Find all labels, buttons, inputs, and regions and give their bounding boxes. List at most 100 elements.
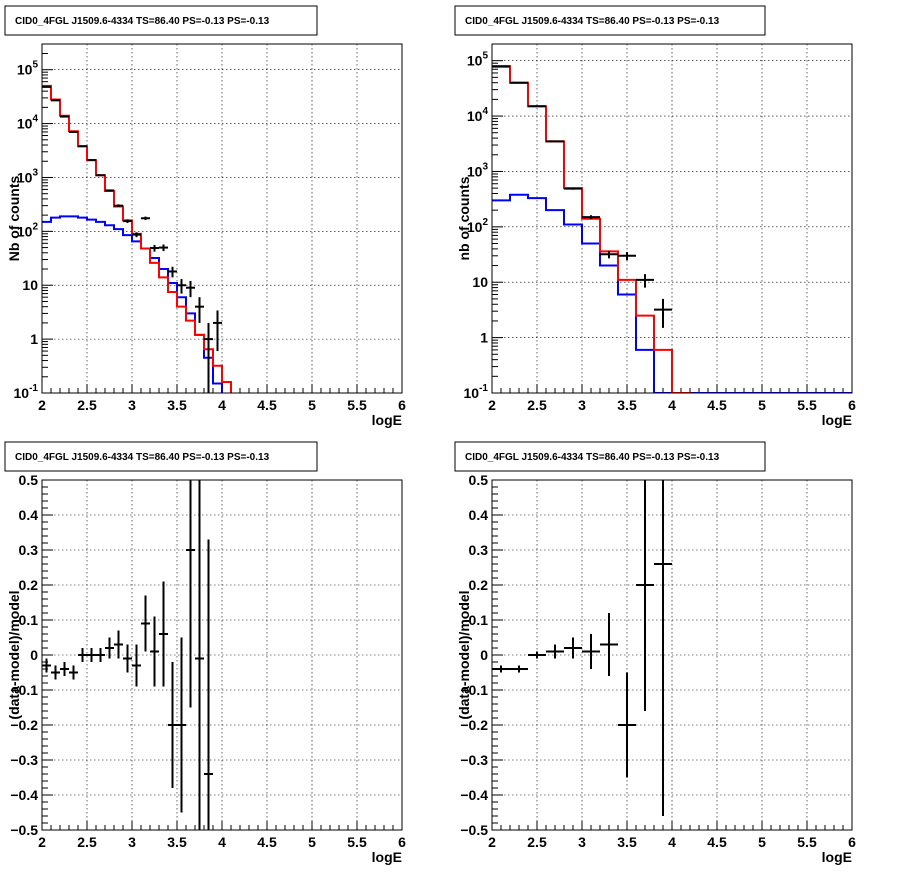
title-box [454, 5, 766, 36]
y-tick-label: 10 [22, 277, 38, 293]
y-tick-base: 10 [17, 62, 33, 78]
data-point [51, 665, 60, 680]
y-tick-exponent: 4 [32, 114, 38, 125]
data-point [159, 581, 168, 687]
data-point [204, 539, 213, 830]
y-tick-exponent: 5 [32, 60, 38, 71]
data-point [123, 644, 132, 673]
y-tick-base: 10 [467, 163, 483, 179]
x-tick-label: 6 [398, 834, 406, 850]
data-point [87, 648, 96, 662]
x-tick-label: 2.5 [77, 397, 97, 413]
panel-counts-fine-bins: CID0_4FGL J1509.6-4334 TS=86.40 PS=-0.13… [4, 5, 406, 428]
y-tick-label: 0.4 [469, 507, 489, 523]
data-point [186, 280, 195, 298]
data-point [96, 174, 105, 177]
data-point [114, 204, 123, 208]
y-tick-label: 0.5 [469, 472, 489, 488]
data-point [636, 480, 654, 711]
chart-title: CID0_4FGL J1509.6-4334 TS=86.40 PS=-0.13… [15, 452, 270, 463]
data-point [582, 215, 600, 220]
x-tick-label: 3 [578, 397, 586, 413]
x-axis-title: logE [372, 412, 402, 428]
x-tick-label: 5.5 [347, 834, 367, 850]
data-point [168, 266, 177, 278]
y-tick-label: −0.1 [10, 682, 38, 698]
data-point [618, 672, 636, 778]
data-point [600, 250, 618, 259]
plot-frame [491, 479, 853, 831]
y-axis-title: (data-model)/model [456, 590, 472, 719]
y-tick-label: 0.5 [19, 472, 39, 488]
y-tick-exponent: 2 [32, 221, 38, 232]
x-tick-label: 4.5 [707, 834, 727, 850]
y-tick-label: −0.4 [460, 787, 488, 803]
y-tick-label: −0.2 [460, 717, 488, 733]
x-tick-label: 6 [398, 397, 406, 413]
x-tick-label: 3 [578, 834, 586, 850]
data-point [78, 145, 87, 148]
data-point [141, 216, 150, 221]
y-tick-label: 105 [17, 60, 39, 78]
data-point [195, 480, 204, 830]
data-point [204, 322, 213, 393]
y-tick-base: 10 [467, 219, 483, 235]
data-point [60, 115, 69, 118]
data-point [177, 279, 186, 294]
y-tick-label: 103 [17, 167, 39, 185]
y-tick-label: 0 [480, 647, 488, 663]
data-point [123, 219, 132, 223]
x-tick-label: 5.5 [347, 397, 367, 413]
source-model-histogram [492, 193, 852, 393]
x-tick-label: 3.5 [617, 834, 637, 850]
y-tick-label: 0.2 [469, 577, 489, 593]
model-total-histogram [492, 65, 691, 393]
y-tick-label: 0.4 [19, 507, 39, 523]
data-point [564, 637, 582, 659]
y-tick-label: 0.3 [469, 542, 489, 558]
y-tick-label: 0.1 [19, 612, 39, 628]
y-tick-base: 10 [464, 385, 480, 401]
data-point [213, 310, 222, 352]
x-tick-label: 3 [128, 397, 136, 413]
x-tick-label: 6 [848, 834, 856, 850]
y-tick-exponent: -1 [29, 383, 38, 394]
y-tick-label: 10-1 [14, 383, 39, 401]
y-tick-label: −0.1 [460, 682, 488, 698]
data-point [528, 105, 546, 108]
x-tick-label: 4.5 [257, 397, 277, 413]
y-tick-label: 1 [480, 330, 488, 346]
y-tick-base: 10 [17, 223, 33, 239]
data-point [60, 662, 69, 676]
chart-title: CID0_4FGL J1509.6-4334 TS=86.40 PS=-0.13… [465, 16, 720, 27]
y-tick-label: 0.2 [19, 577, 39, 593]
data-point [150, 244, 159, 252]
plot-frame [41, 43, 403, 394]
data-point [492, 665, 510, 673]
y-tick-label: 103 [467, 161, 489, 179]
y-tick-label: −0.5 [460, 822, 488, 838]
source-model-histogram [42, 215, 223, 393]
y-tick-exponent: 3 [32, 167, 38, 178]
y-tick-exponent: 2 [482, 217, 488, 228]
y-tick-exponent: 4 [482, 106, 488, 117]
data-point [42, 658, 51, 673]
x-tick-label: 5 [308, 397, 316, 413]
y-tick-label: 10-1 [464, 383, 489, 401]
y-tick-label: 0.1 [469, 612, 489, 628]
x-tick-label: 2.5 [527, 397, 547, 413]
y-axis-title: (data-model)/model [6, 590, 22, 719]
y-tick-label: −0.4 [10, 787, 38, 803]
data-point [150, 616, 159, 687]
x-tick-label: 3.5 [617, 397, 637, 413]
plot-frame [41, 479, 403, 831]
data-point [105, 189, 114, 192]
data-point [141, 595, 150, 652]
y-tick-base: 10 [17, 169, 33, 185]
y-tick-label: 1 [30, 331, 38, 347]
data-point [114, 630, 123, 659]
data-point [96, 648, 105, 662]
y-tick-label: −0.2 [10, 717, 38, 733]
data-point [69, 665, 78, 680]
